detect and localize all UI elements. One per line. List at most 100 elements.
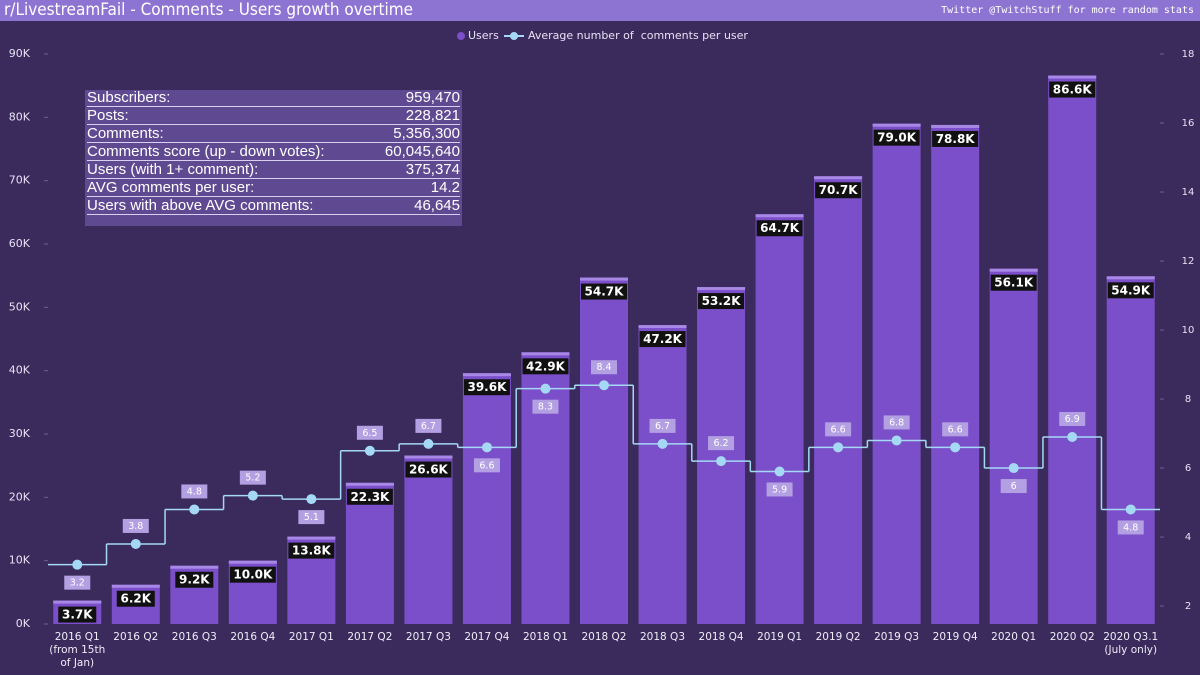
value-label: 22.3K: [350, 490, 390, 504]
bar: [580, 277, 628, 624]
value-label: 39.6K: [467, 380, 507, 394]
line-point: [774, 466, 785, 477]
value-label-box: [756, 220, 803, 237]
bar-top: [1048, 75, 1097, 79]
stats-label: Users (with 1+ comment):: [87, 161, 259, 178]
y2-tick-label: 2: [1185, 601, 1191, 612]
value-label-box: [463, 379, 510, 396]
bar: [755, 214, 804, 624]
value-label: 3.7K: [62, 608, 93, 622]
line-label-box: [766, 482, 793, 497]
line-point: [1008, 463, 1019, 474]
value-label-box: [116, 590, 155, 607]
value-label-box: [698, 293, 745, 310]
bar-top: [697, 287, 746, 291]
value-label: 54.7K: [585, 285, 625, 299]
line-label: 6.7: [421, 421, 436, 432]
value-label-box: [522, 358, 569, 375]
bar: [989, 268, 1038, 624]
y2-tick-label: 6: [1185, 463, 1191, 474]
y-tick-label: 50K: [9, 300, 31, 313]
x-tick-label: 2018 Q3: [640, 631, 686, 643]
line-point: [540, 383, 551, 394]
bar: [872, 123, 921, 625]
bar: [931, 124, 980, 624]
value-label-box: [581, 283, 627, 300]
y2-tick-label: 16: [1182, 118, 1195, 129]
stats-label: Comments score (up - down votes):: [87, 143, 325, 160]
bar-top: [931, 124, 980, 128]
line-label-box: [122, 518, 149, 533]
bar-top: [580, 277, 628, 281]
line-point: [1067, 431, 1078, 442]
stats-row: Subscribers: 959,470: [87, 90, 460, 107]
bar: [404, 455, 453, 624]
y-tick-label: 60K: [9, 237, 31, 250]
stats-box: Subscribers: 959,470 Posts: 228,821 Comments…: [85, 90, 462, 226]
legend-swatch: [457, 32, 465, 40]
x-tick-label: 2020 Q2: [1049, 631, 1095, 643]
x-tick-label: 2018 Q4: [698, 631, 744, 643]
line-point: [130, 538, 141, 549]
line-label-box: [883, 415, 910, 430]
value-label-box: [990, 274, 1037, 291]
credit: Twitter @TwitchStuff for more random sta…: [941, 5, 1194, 16]
value-label: 79.0K: [877, 131, 917, 145]
value-label-box: [1049, 81, 1096, 98]
line-label: 6: [1011, 481, 1017, 492]
bar: [814, 176, 863, 624]
line-label: 3.2: [70, 578, 85, 589]
line-point: [950, 442, 961, 453]
value-label-box: [346, 488, 393, 505]
line-point: [423, 438, 434, 449]
bar-top: [404, 455, 453, 459]
header-bar: [0, 0, 1200, 21]
stats-label: Comments:: [87, 125, 164, 142]
bar-top: [170, 565, 219, 569]
value-label: 9.2K: [179, 573, 210, 587]
bar-top: [989, 268, 1038, 272]
line-label-box: [356, 425, 383, 440]
value-label: 53.2K: [702, 294, 742, 308]
stats-row: Users (with 1+ comment): 375,374: [87, 162, 460, 179]
line-label: 6.6: [948, 424, 963, 435]
bar-top: [345, 482, 394, 486]
line-point: [306, 494, 317, 505]
bar: [521, 352, 570, 624]
bar: [697, 287, 746, 624]
bar-top: [814, 176, 863, 180]
line-label: 8.3: [538, 402, 553, 413]
bar: [462, 373, 511, 624]
x-tick-label: 2017 Q4: [464, 631, 510, 643]
line-label-box: [64, 575, 91, 590]
bar-top: [872, 123, 921, 127]
y-tick-label: 10K: [9, 554, 31, 567]
stats-value: 375,374: [405, 161, 460, 178]
line-label-box: [1117, 520, 1144, 535]
stats-value: 228,821: [405, 107, 460, 124]
x-tick-label: 2016 Q3: [171, 631, 217, 643]
value-label-box: [229, 566, 276, 583]
value-label: 13.8K: [292, 544, 332, 558]
y-tick-label: 90K: [9, 47, 31, 60]
line-point: [72, 559, 83, 570]
x-tick-label: 2017 Q3: [405, 631, 451, 643]
line-label-box: [415, 418, 442, 433]
value-label: 10.0K: [233, 568, 273, 582]
stats-label: AVG comments per user:: [87, 179, 255, 196]
stats-row: Comments: 5,356,300: [87, 126, 460, 143]
stats-label: Users with above AVG comments:: [87, 197, 314, 214]
stats-row: AVG comments per user: 14.2: [87, 180, 460, 197]
line-label-box: [239, 470, 266, 485]
value-label-box: [1107, 282, 1154, 299]
x-tick-label: 2018 Q2: [581, 631, 627, 643]
line-point: [247, 490, 258, 501]
line-point: [833, 442, 844, 453]
stats-value: 46,645: [414, 197, 460, 214]
bar-top: [1106, 276, 1155, 280]
line-point: [189, 504, 200, 515]
value-label-box: [288, 542, 335, 559]
value-label: 47.2K: [643, 332, 683, 346]
